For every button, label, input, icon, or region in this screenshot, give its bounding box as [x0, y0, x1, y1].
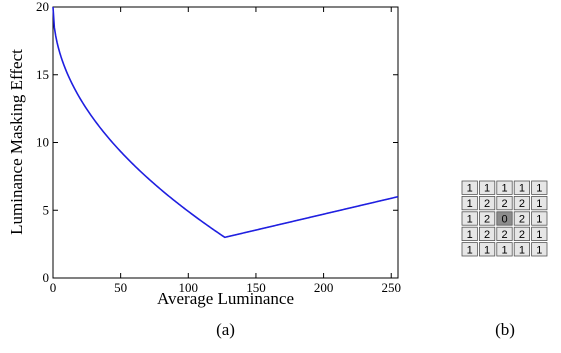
- grid-cell-value: 2: [484, 214, 490, 226]
- grid-cell-box: [478, 242, 496, 257]
- grid-cell: 2: [496, 226, 513, 241]
- grid-cell-box: [513, 211, 531, 226]
- grid-cell: 2: [478, 195, 496, 211]
- luminance-masking-plot: 0 50 100 150 200 250 0 5 10 15 20 Average Luminanc…: [7, 0, 401, 339]
- x-tick-label: 50: [114, 280, 127, 295]
- grid-cell: 1: [496, 180, 513, 195]
- grid-cell-value: 1: [536, 183, 542, 195]
- grid-cell-box: [531, 242, 548, 257]
- grid-cell-value: 2: [484, 198, 490, 210]
- y-tick-label: 5: [43, 202, 50, 217]
- grid-cell-box: [478, 180, 496, 195]
- grid-cell-value: 1: [484, 183, 490, 195]
- grid-cell: 1: [461, 226, 478, 241]
- grid-cell-value: 2: [519, 229, 525, 241]
- grid-cell-value: 2: [484, 229, 490, 241]
- grid-cell-value: 1: [519, 244, 525, 256]
- grid-cell: 1: [478, 242, 496, 257]
- grid-cell-value: 1: [467, 229, 473, 241]
- grid-cell-box: [531, 211, 548, 226]
- grid-cell-value: 1: [536, 214, 542, 226]
- plot-ticks: [52, 6, 398, 279]
- grid-cell: 1: [531, 226, 548, 241]
- grid-cell-box: [461, 180, 478, 195]
- grid-cell: 1: [461, 195, 478, 211]
- x-tick-label: 100: [179, 280, 199, 295]
- grid-cell-value: 1: [484, 244, 490, 256]
- grid-cell: 1: [513, 242, 531, 257]
- grid-cell: 1: [461, 180, 478, 195]
- grid-cell-box: [478, 195, 496, 211]
- grid-cell-value: 2: [519, 198, 525, 210]
- grid-cell-value: 1: [536, 244, 542, 256]
- grid-cell: 2: [496, 195, 513, 211]
- grid-cell: 0: [496, 211, 513, 226]
- x-tick-label: 250: [381, 280, 401, 295]
- grid-cell-box: [461, 195, 478, 211]
- grid-cell: 1: [461, 211, 478, 226]
- grid-cell-box: [461, 226, 478, 241]
- grid-cell-value: 1: [536, 198, 542, 210]
- grid-cell-box: [496, 180, 513, 195]
- grid-cell-box: [496, 211, 513, 226]
- y-axis-title: Luminance Masking Effect: [7, 49, 26, 235]
- grid-cell-value: 2: [501, 229, 507, 241]
- grid-cell-box: [513, 180, 531, 195]
- grid-cell: 2: [478, 211, 496, 226]
- grid-cell: 1: [531, 242, 548, 257]
- grid-cell-box: [496, 242, 513, 257]
- grid-cell: 1: [531, 180, 548, 195]
- grid-cell-box: [513, 195, 531, 211]
- y-tick-label: 15: [36, 67, 49, 82]
- grid-cell-value: 1: [501, 183, 507, 195]
- panel-label-b: (b): [495, 320, 515, 339]
- grid-cell-value: 1: [467, 198, 473, 210]
- grid-cell: 2: [478, 226, 496, 241]
- x-tick-label: 0: [50, 280, 57, 295]
- grid-cell-box: [461, 242, 478, 257]
- grid-cell-value: 0: [501, 214, 507, 226]
- x-axis-title: Average Luminance: [157, 289, 294, 308]
- grid-cell: 1: [531, 195, 548, 211]
- grid-cell-box: [531, 195, 548, 211]
- grid-cell-value: 1: [467, 244, 473, 256]
- grid-cell: 2: [513, 226, 531, 241]
- grid-cell-box: [461, 211, 478, 226]
- grid-cell: 2: [513, 211, 531, 226]
- grid-cell-box: [478, 226, 496, 241]
- grid-cell: 2: [513, 195, 531, 211]
- panel-label-a: (a): [216, 320, 235, 339]
- y-tick-label: 10: [36, 135, 49, 150]
- grid-cell-box: [496, 195, 513, 211]
- y-tick-label: 0: [43, 270, 50, 285]
- grid-cell: 1: [478, 180, 496, 195]
- grid-cell-box: [513, 226, 531, 241]
- x-tick-label: 200: [314, 280, 334, 295]
- grid-cell-value: 1: [519, 183, 525, 195]
- grid-cell-value: 1: [467, 214, 473, 226]
- grid-cell-box: [531, 226, 548, 241]
- y-tick-label: 20: [36, 0, 49, 14]
- grid-cell-box: [496, 226, 513, 241]
- grid-cell: 1: [461, 242, 478, 257]
- grid-cell: 1: [496, 242, 513, 257]
- grid-cell-value: 1: [467, 183, 473, 195]
- weight-mask-grid: 1 1 1 1 11 2 2 2 11 2 0 2 11 2 2 2 11 1 1 1 1: [461, 180, 548, 257]
- grid-cell-box: [531, 180, 548, 195]
- series-line: [52, 6, 399, 239]
- grid-cell-value: 2: [501, 198, 507, 210]
- grid-cell: 1: [513, 180, 531, 195]
- grid-cell-value: 2: [519, 214, 525, 226]
- plot-tick-labels: 0 50 100 150 200 250 0 5 10 15 20: [36, 0, 401, 295]
- grid-cell-box: [513, 242, 531, 257]
- grid-cell-value: 1: [536, 229, 542, 241]
- grid-cell-box: [478, 211, 496, 226]
- grid-cell: 1: [531, 211, 548, 226]
- grid-cell-value: 1: [501, 244, 507, 256]
- x-tick-label: 150: [246, 280, 266, 295]
